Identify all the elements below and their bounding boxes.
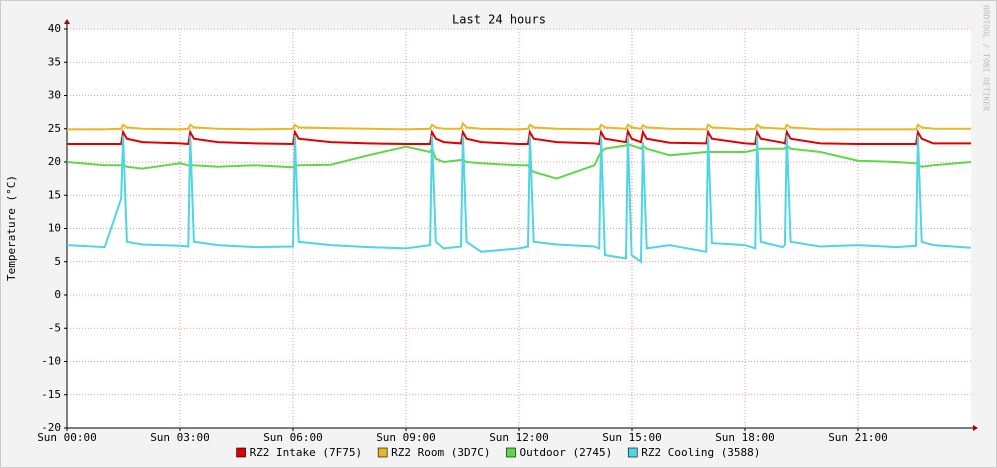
y-tick-label: -10 [41,355,61,368]
y-tick-label: 35 [48,55,61,68]
x-tick-label: Sun 21:00 [828,431,888,444]
series-line [66,142,972,180]
y-tick-label: -15 [41,388,61,401]
y-tick-label: 0 [54,288,61,301]
x-tick-label: Sun 12:00 [489,431,549,444]
y-tick-label: 20 [48,155,61,168]
x-tick-label: Sun 18:00 [715,431,775,444]
x-tick-label: Sun 03:00 [150,431,210,444]
legend-swatch [627,447,638,458]
y-tick-label: -20 [41,421,61,434]
legend-label: Outdoor (2745) [520,446,613,459]
y-tick-label: 5 [54,255,61,268]
legend-swatch [236,447,246,458]
y-axis-label: Temperature (°C) [5,175,18,281]
legend-swatch [506,447,516,458]
chart-title: Last 24 hours [452,13,546,27]
series-line [66,135,972,264]
legend-swatch [377,447,388,458]
y-tick-label: 25 [48,122,61,135]
y-tick-label: 40 [48,22,61,35]
y-tick-label: -5 [48,321,61,334]
x-tick-label: Sun 15:00 [602,431,662,444]
legend-label: RZ2 Room (3D7C) [391,446,490,459]
legend-label: RZ2 Cooling (3588) [641,446,760,459]
x-tick-label: Sun 06:00 [263,431,323,444]
legend-label: RZ2 Intake (7F75) [250,446,363,459]
y-tick-label: 30 [48,89,61,102]
axis-arrow [973,425,978,431]
series-line [67,128,971,146]
y-tick-label: 15 [48,188,61,201]
watermark: RRDTOOL / TOBI OETIKER [982,5,991,111]
x-tick-label: Sun 00:00 [37,431,97,444]
y-tick-label: 10 [48,222,61,235]
series-line [67,121,971,131]
x-tick-label: Sun 09:00 [376,431,436,444]
axis-arrow [64,19,70,24]
